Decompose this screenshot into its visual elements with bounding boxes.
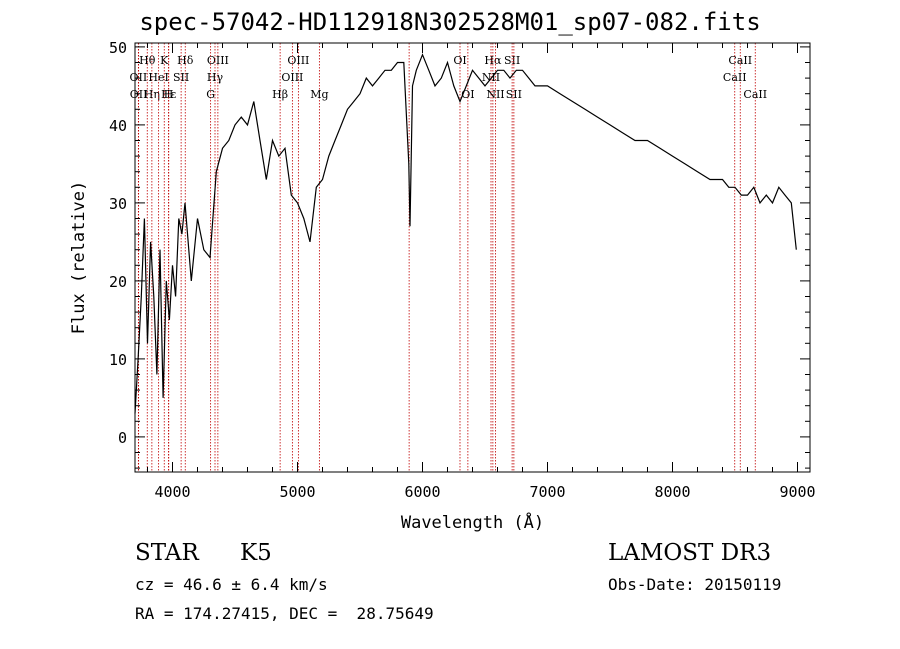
y-axis-label: Flux (relative) <box>69 181 89 335</box>
line-marker-label: CaII <box>728 54 752 67</box>
line-marker-label: CaII <box>723 71 747 84</box>
line-marker-label: NII <box>486 88 504 101</box>
line-marker-label: K <box>160 54 169 67</box>
subclass-label: K5 <box>240 540 272 566</box>
line-marker-label: NII <box>482 71 500 84</box>
y-tick-label: 10 <box>109 351 127 369</box>
x-tick-label: 9000 <box>779 483 815 501</box>
y-tick-label: 50 <box>109 39 127 57</box>
x-tick-label: 6000 <box>404 483 440 501</box>
obs-date-text: Obs-Date: 20150119 <box>608 575 782 594</box>
line-marker-label: Hγ <box>207 71 224 84</box>
line-marker-label: OIII <box>287 54 309 67</box>
line-marker-label: OII <box>130 88 148 101</box>
redshift-text: cz = 46.6 ± 6.4 km/s <box>135 575 328 594</box>
line-marker-label: Hη <box>144 88 160 101</box>
line-marker-label: Hα <box>484 54 502 67</box>
chart-title: spec-57042-HD112918N302528M01_sp07-082.f… <box>139 8 761 36</box>
spectrum-line <box>134 53 797 414</box>
line-marker-label: Hβ <box>272 88 288 101</box>
x-tick-label: 5000 <box>279 483 315 501</box>
y-tick-label: 40 <box>109 117 127 135</box>
y-tick-label: 30 <box>109 195 127 213</box>
y-tick-label: 20 <box>109 273 127 291</box>
y-tick-label: 0 <box>118 429 127 447</box>
plot-frame <box>134 42 811 473</box>
line-marker-label: OI <box>453 54 466 67</box>
line-marker-label: OIII <box>281 71 303 84</box>
line-marker-label: Hδ <box>177 54 194 67</box>
line-marker-label: HeI <box>148 71 168 84</box>
line-marker-label: Mg <box>310 88 328 101</box>
x-axis-label: Wavelength (Å) <box>401 511 544 533</box>
line-marker-label: SII <box>504 54 520 67</box>
class-label: STAR <box>135 540 199 566</box>
survey-label: LAMOST DR3 <box>608 540 772 566</box>
line-marker-label: G <box>206 88 215 101</box>
x-tick-label: 7000 <box>529 483 565 501</box>
line-marker-label: H <box>164 88 174 101</box>
radec-text: RA = 174.27415, DEC = 28.75649 <box>135 604 434 623</box>
x-tick-label: 8000 <box>654 483 690 501</box>
line-marker-label: SII <box>173 71 189 84</box>
line-marker-label: SII <box>506 88 522 101</box>
x-tick-label: 4000 <box>154 483 190 501</box>
line-marker-label: Hθ <box>139 54 156 67</box>
line-marker-label: OIII <box>207 54 229 67</box>
line-marker-label: CaII <box>743 88 767 101</box>
